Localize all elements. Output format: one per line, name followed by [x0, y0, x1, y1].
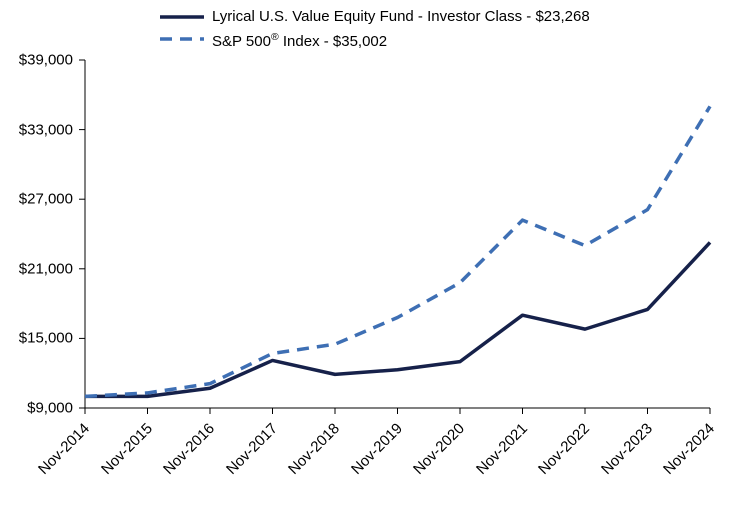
y-tick-label: $39,000 [0, 52, 73, 69]
y-tick-label: $27,000 [0, 191, 73, 208]
growth-chart: Lyrical U.S. Value Equity Fund - Investo… [0, 0, 744, 516]
legend-row-sp500: S&P 500® Index - $35,002 [160, 28, 590, 50]
y-tick-label: $15,000 [0, 330, 73, 347]
legend-swatch-fund [160, 6, 204, 28]
y-tick-label: $9,000 [0, 400, 73, 417]
series-line-fund [85, 242, 710, 396]
series-line-sp500 [85, 106, 710, 396]
legend-label-sp500: S&P 500® Index - $35,002 [212, 26, 387, 53]
y-tick-label: $33,000 [0, 121, 73, 138]
y-tick-label: $21,000 [0, 260, 73, 277]
legend: Lyrical U.S. Value Equity Fund - Investo… [160, 6, 590, 50]
legend-swatch-sp500 [160, 28, 204, 50]
